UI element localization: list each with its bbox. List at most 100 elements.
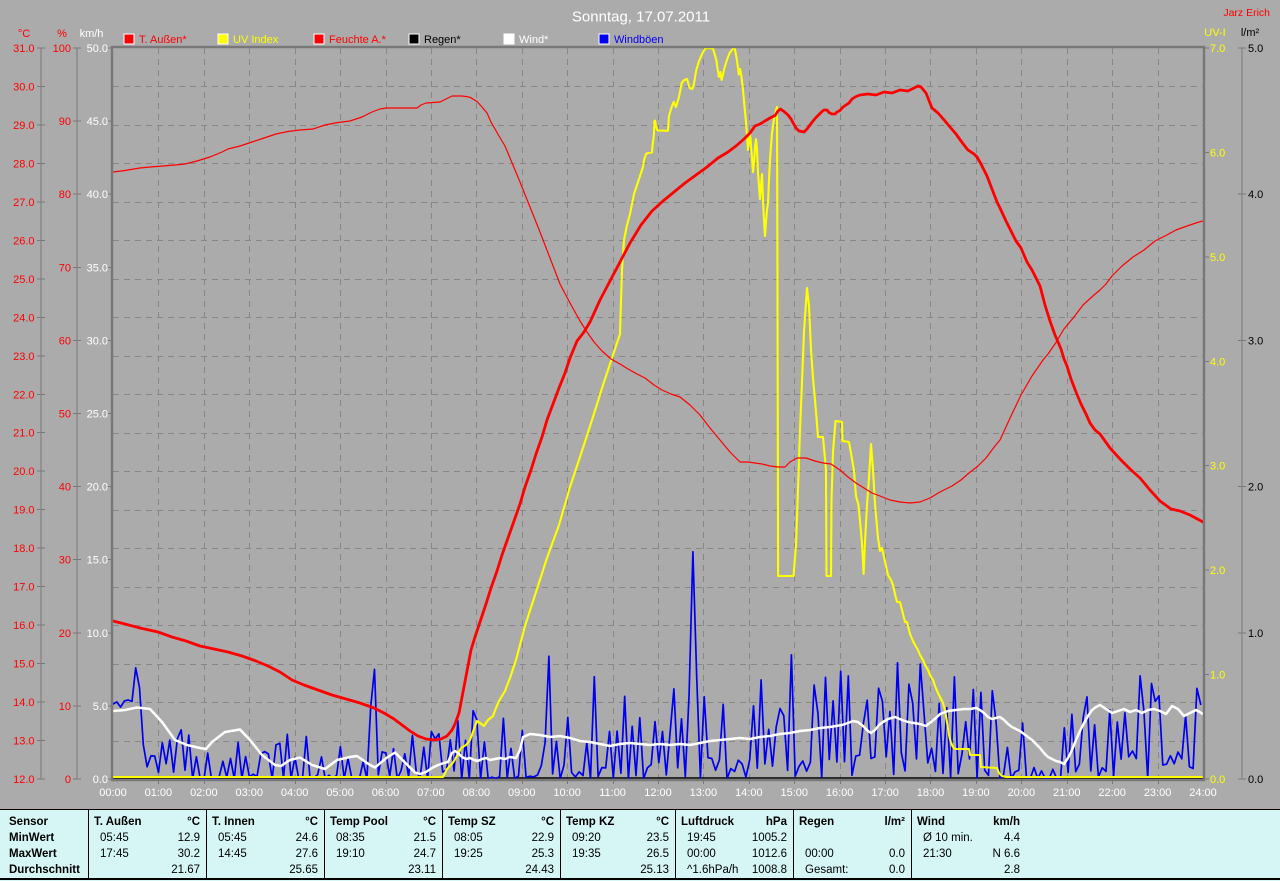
svg-text:MinWert: MinWert <box>9 832 54 844</box>
svg-text:06:00: 06:00 <box>372 787 400 799</box>
svg-text:5.0: 5.0 <box>1210 252 1225 264</box>
svg-text:17:45: 17:45 <box>100 848 129 860</box>
svg-text:km/h: km/h <box>80 28 104 40</box>
svg-text:05:45: 05:45 <box>100 832 129 844</box>
svg-text:°C: °C <box>656 816 669 828</box>
svg-text:°C: °C <box>18 28 30 40</box>
svg-text:16.0: 16.0 <box>13 620 34 632</box>
svg-text:13:00: 13:00 <box>690 787 718 799</box>
svg-text:10:00: 10:00 <box>553 787 581 799</box>
svg-text:22:00: 22:00 <box>1098 787 1126 799</box>
svg-text:80: 80 <box>59 189 71 201</box>
svg-text:100: 100 <box>53 43 71 55</box>
svg-text:17:00: 17:00 <box>871 787 899 799</box>
svg-text:MaxWert: MaxWert <box>9 848 57 860</box>
svg-text:2.0: 2.0 <box>1248 482 1263 494</box>
svg-text:0.0: 0.0 <box>889 864 905 876</box>
svg-text:18.0: 18.0 <box>13 543 34 555</box>
svg-text:24.0: 24.0 <box>13 312 34 324</box>
svg-text:2.0: 2.0 <box>1210 565 1225 577</box>
svg-text:15:00: 15:00 <box>780 787 808 799</box>
svg-text:27.6: 27.6 <box>296 848 318 860</box>
svg-text:10: 10 <box>59 701 71 713</box>
svg-text:19:25: 19:25 <box>454 848 483 860</box>
svg-text:08:35: 08:35 <box>336 832 365 844</box>
svg-text:Temp Pool: Temp Pool <box>330 816 388 828</box>
svg-text:6.0: 6.0 <box>1210 147 1225 159</box>
svg-text:0.0: 0.0 <box>889 848 905 860</box>
svg-text:3.0: 3.0 <box>1210 461 1225 473</box>
svg-text:Durchschnitt: Durchschnitt <box>9 864 80 876</box>
svg-text:°C: °C <box>305 816 318 828</box>
svg-text:1.0: 1.0 <box>1210 670 1225 682</box>
svg-text:Sonntag, 17.07.2011: Sonntag, 17.07.2011 <box>572 9 710 26</box>
svg-text:l/m²: l/m² <box>885 816 906 828</box>
svg-text:18:00: 18:00 <box>917 787 945 799</box>
svg-text:°C: °C <box>423 816 436 828</box>
svg-text:00:00: 00:00 <box>99 787 127 799</box>
svg-text:5.0: 5.0 <box>93 701 108 713</box>
svg-text:19:00: 19:00 <box>962 787 990 799</box>
svg-text:Temp KZ: Temp KZ <box>566 816 614 828</box>
svg-text:23.5: 23.5 <box>647 832 669 844</box>
svg-text:22.0: 22.0 <box>13 389 34 401</box>
svg-text:21:00: 21:00 <box>1053 787 1081 799</box>
svg-text:Regen*: Regen* <box>424 34 461 46</box>
svg-text:hPa: hPa <box>766 816 788 828</box>
svg-text:Ø 10 min.: Ø 10 min. <box>923 832 973 844</box>
svg-text:50.0: 50.0 <box>87 43 108 55</box>
svg-text:00:00: 00:00 <box>687 848 716 860</box>
svg-text:4.4: 4.4 <box>1004 832 1021 844</box>
svg-text:45.0: 45.0 <box>87 116 108 128</box>
svg-text:14.0: 14.0 <box>13 697 34 709</box>
svg-text:11:00: 11:00 <box>599 787 626 799</box>
svg-text:27.0: 27.0 <box>13 197 34 209</box>
svg-text:23:00: 23:00 <box>1144 787 1172 799</box>
svg-text:05:45: 05:45 <box>218 832 247 844</box>
svg-text:21.5: 21.5 <box>414 832 436 844</box>
svg-text:Temp SZ: Temp SZ <box>448 816 496 828</box>
svg-text:Regen: Regen <box>799 816 834 828</box>
svg-text:10.0: 10.0 <box>87 628 108 640</box>
svg-text:20: 20 <box>59 628 71 640</box>
svg-text:02:00: 02:00 <box>190 787 218 799</box>
svg-text:24.7: 24.7 <box>414 848 436 860</box>
svg-text:4.0: 4.0 <box>1248 189 1263 201</box>
svg-text:N 6.6: N 6.6 <box>993 848 1021 860</box>
svg-text:00:00: 00:00 <box>805 848 834 860</box>
svg-text:4.0: 4.0 <box>1210 356 1225 368</box>
svg-text:24.43: 24.43 <box>525 864 554 876</box>
svg-text:16:00: 16:00 <box>826 787 854 799</box>
svg-text:Gesamt:: Gesamt: <box>805 864 848 876</box>
svg-text:01:00: 01:00 <box>145 787 173 799</box>
svg-text:1.0: 1.0 <box>1248 628 1263 640</box>
svg-text:40: 40 <box>59 482 71 494</box>
svg-text:15.0: 15.0 <box>13 659 34 671</box>
svg-text:09:00: 09:00 <box>508 787 536 799</box>
svg-text:90: 90 <box>59 116 71 128</box>
svg-text:0.0: 0.0 <box>93 774 108 786</box>
svg-text:UV Index: UV Index <box>233 34 279 46</box>
svg-text:12.9: 12.9 <box>178 832 200 844</box>
svg-text:19:10: 19:10 <box>336 848 365 860</box>
svg-text:T. Außen*: T. Außen* <box>139 34 187 46</box>
svg-text:0.0: 0.0 <box>1248 774 1263 786</box>
svg-text:30.2: 30.2 <box>178 848 200 860</box>
svg-text:03:00: 03:00 <box>235 787 263 799</box>
svg-text:7.0: 7.0 <box>1210 43 1225 55</box>
svg-text:04:00: 04:00 <box>281 787 309 799</box>
svg-text:0: 0 <box>65 774 71 786</box>
svg-text:25.0: 25.0 <box>13 274 34 286</box>
svg-text:°C: °C <box>187 816 200 828</box>
svg-text:^1.6hPa/h: ^1.6hPa/h <box>687 864 738 876</box>
svg-text:30.0: 30.0 <box>13 81 34 93</box>
svg-text:21:30: 21:30 <box>923 848 952 860</box>
svg-text:25.65: 25.65 <box>289 864 318 876</box>
svg-text:17.0: 17.0 <box>13 582 34 594</box>
svg-text:UV-I: UV-I <box>1204 27 1225 39</box>
svg-text:21.67: 21.67 <box>171 864 200 876</box>
svg-text:30: 30 <box>59 555 71 567</box>
svg-text:13.0: 13.0 <box>13 736 34 748</box>
svg-text:07:00: 07:00 <box>417 787 445 799</box>
svg-text:40.0: 40.0 <box>87 189 108 201</box>
